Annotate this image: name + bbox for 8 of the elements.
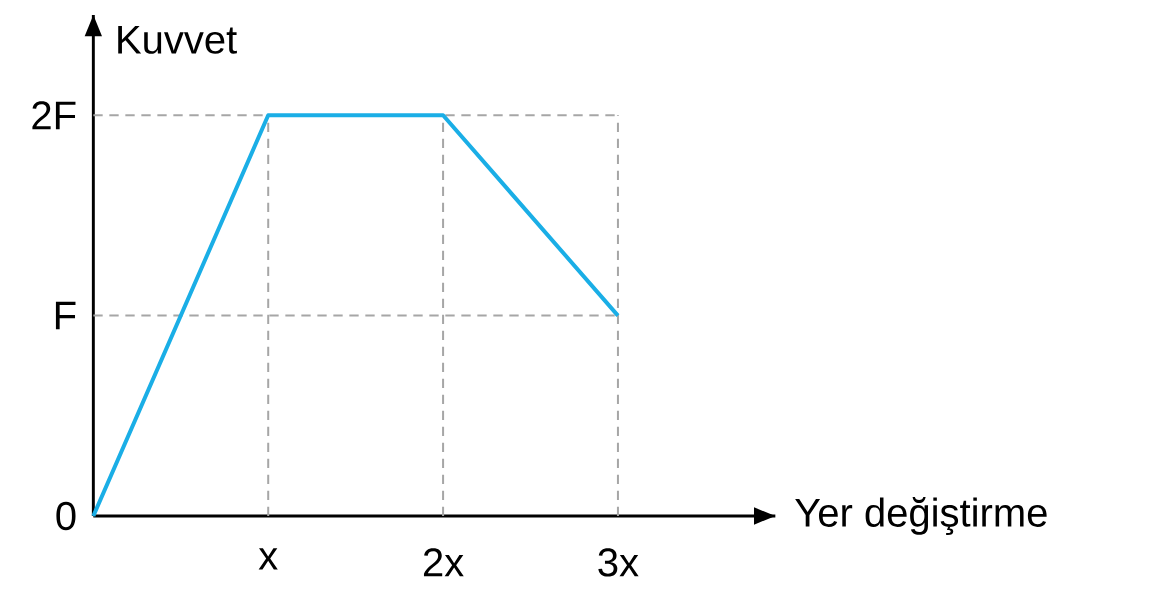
y-tick-label: F <box>55 301 76 330</box>
x-tick-label: x <box>258 548 278 570</box>
y-tick-label: 0 <box>56 501 76 531</box>
x-tick-label: 2x <box>423 548 464 577</box>
y-axis-title: Kuvvet <box>118 25 237 54</box>
x-tick-label: 3x <box>598 548 639 577</box>
x-axis-title: Yer değiştirme <box>795 497 1047 535</box>
y-tick-label: 2F <box>32 101 76 130</box>
